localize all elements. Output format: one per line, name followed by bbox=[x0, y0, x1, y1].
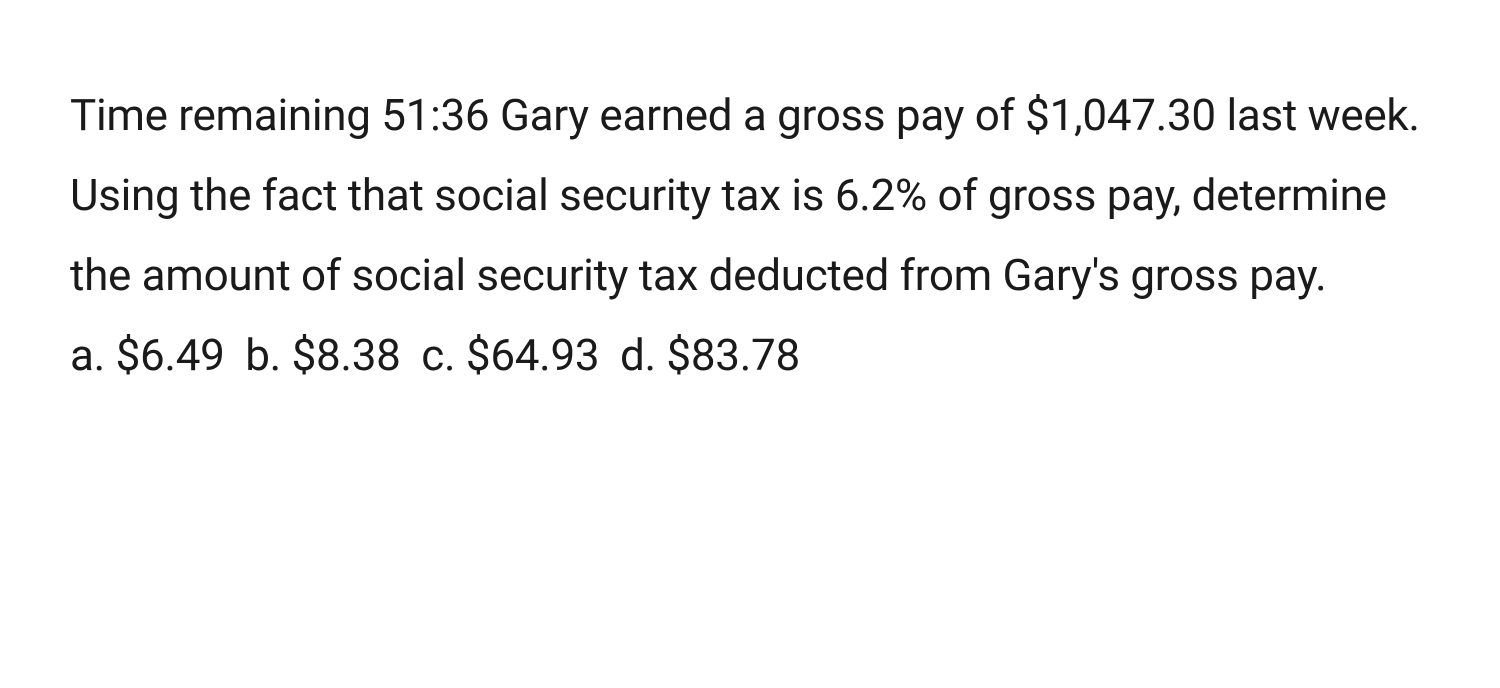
option-letter: a. bbox=[70, 329, 105, 381]
option-letter: b. bbox=[245, 329, 281, 381]
option-a[interactable]: a. $6.49 bbox=[70, 329, 235, 381]
answer-options-row: a. $6.49 b. $8.38 c. $64.93 d. $83.78 bbox=[70, 315, 1430, 395]
option-value: $64.93 bbox=[466, 329, 599, 381]
timer-prefix: Time remaining bbox=[70, 89, 371, 141]
option-value: $8.38 bbox=[292, 329, 401, 381]
option-value: $6.49 bbox=[116, 329, 225, 381]
timer-value: 51:36 bbox=[381, 89, 489, 141]
option-letter: c. bbox=[421, 329, 455, 381]
question-text: Time remaining 51:36 Gary earned a gross… bbox=[70, 75, 1430, 315]
option-value: $83.78 bbox=[666, 329, 799, 381]
option-b[interactable]: b. $8.38 bbox=[245, 329, 411, 381]
option-letter: d. bbox=[620, 329, 656, 381]
option-d[interactable]: d. $83.78 bbox=[620, 329, 800, 381]
option-c[interactable]: c. $64.93 bbox=[421, 329, 610, 381]
